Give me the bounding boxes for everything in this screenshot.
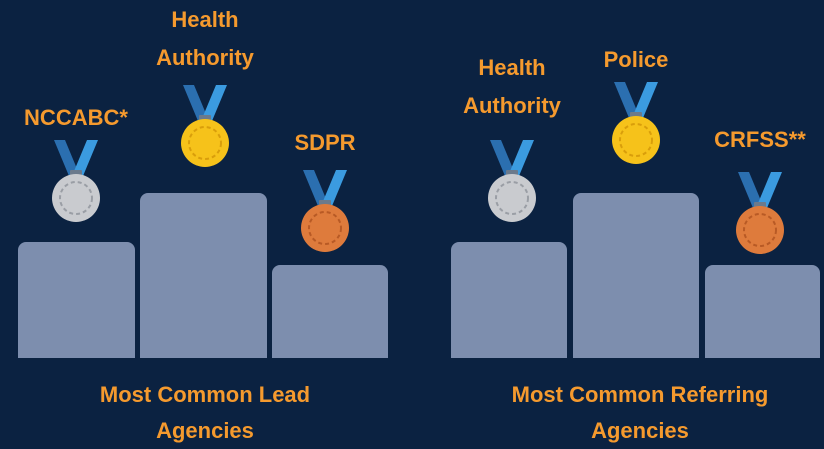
third-label: CRFSS** (714, 127, 806, 152)
podium-left (0, 193, 824, 378)
caption: Most Common Lead Agencies (99, 382, 311, 443)
caption: Most Common Referring Agencies (511, 382, 769, 443)
medal-silver (52, 140, 100, 222)
medal-gold (181, 85, 229, 167)
medal-bronze (736, 172, 784, 254)
third-label: SDPR (294, 130, 356, 155)
first-label: Police (603, 47, 669, 72)
first-label: Health Authority (156, 7, 254, 70)
medal-silver (488, 140, 536, 222)
medal-bronze (301, 170, 349, 252)
second-label: Health Authority (463, 55, 561, 118)
second-label: NCCABC* (24, 105, 128, 130)
medal-gold (612, 82, 660, 164)
podium-right (440, 193, 824, 378)
